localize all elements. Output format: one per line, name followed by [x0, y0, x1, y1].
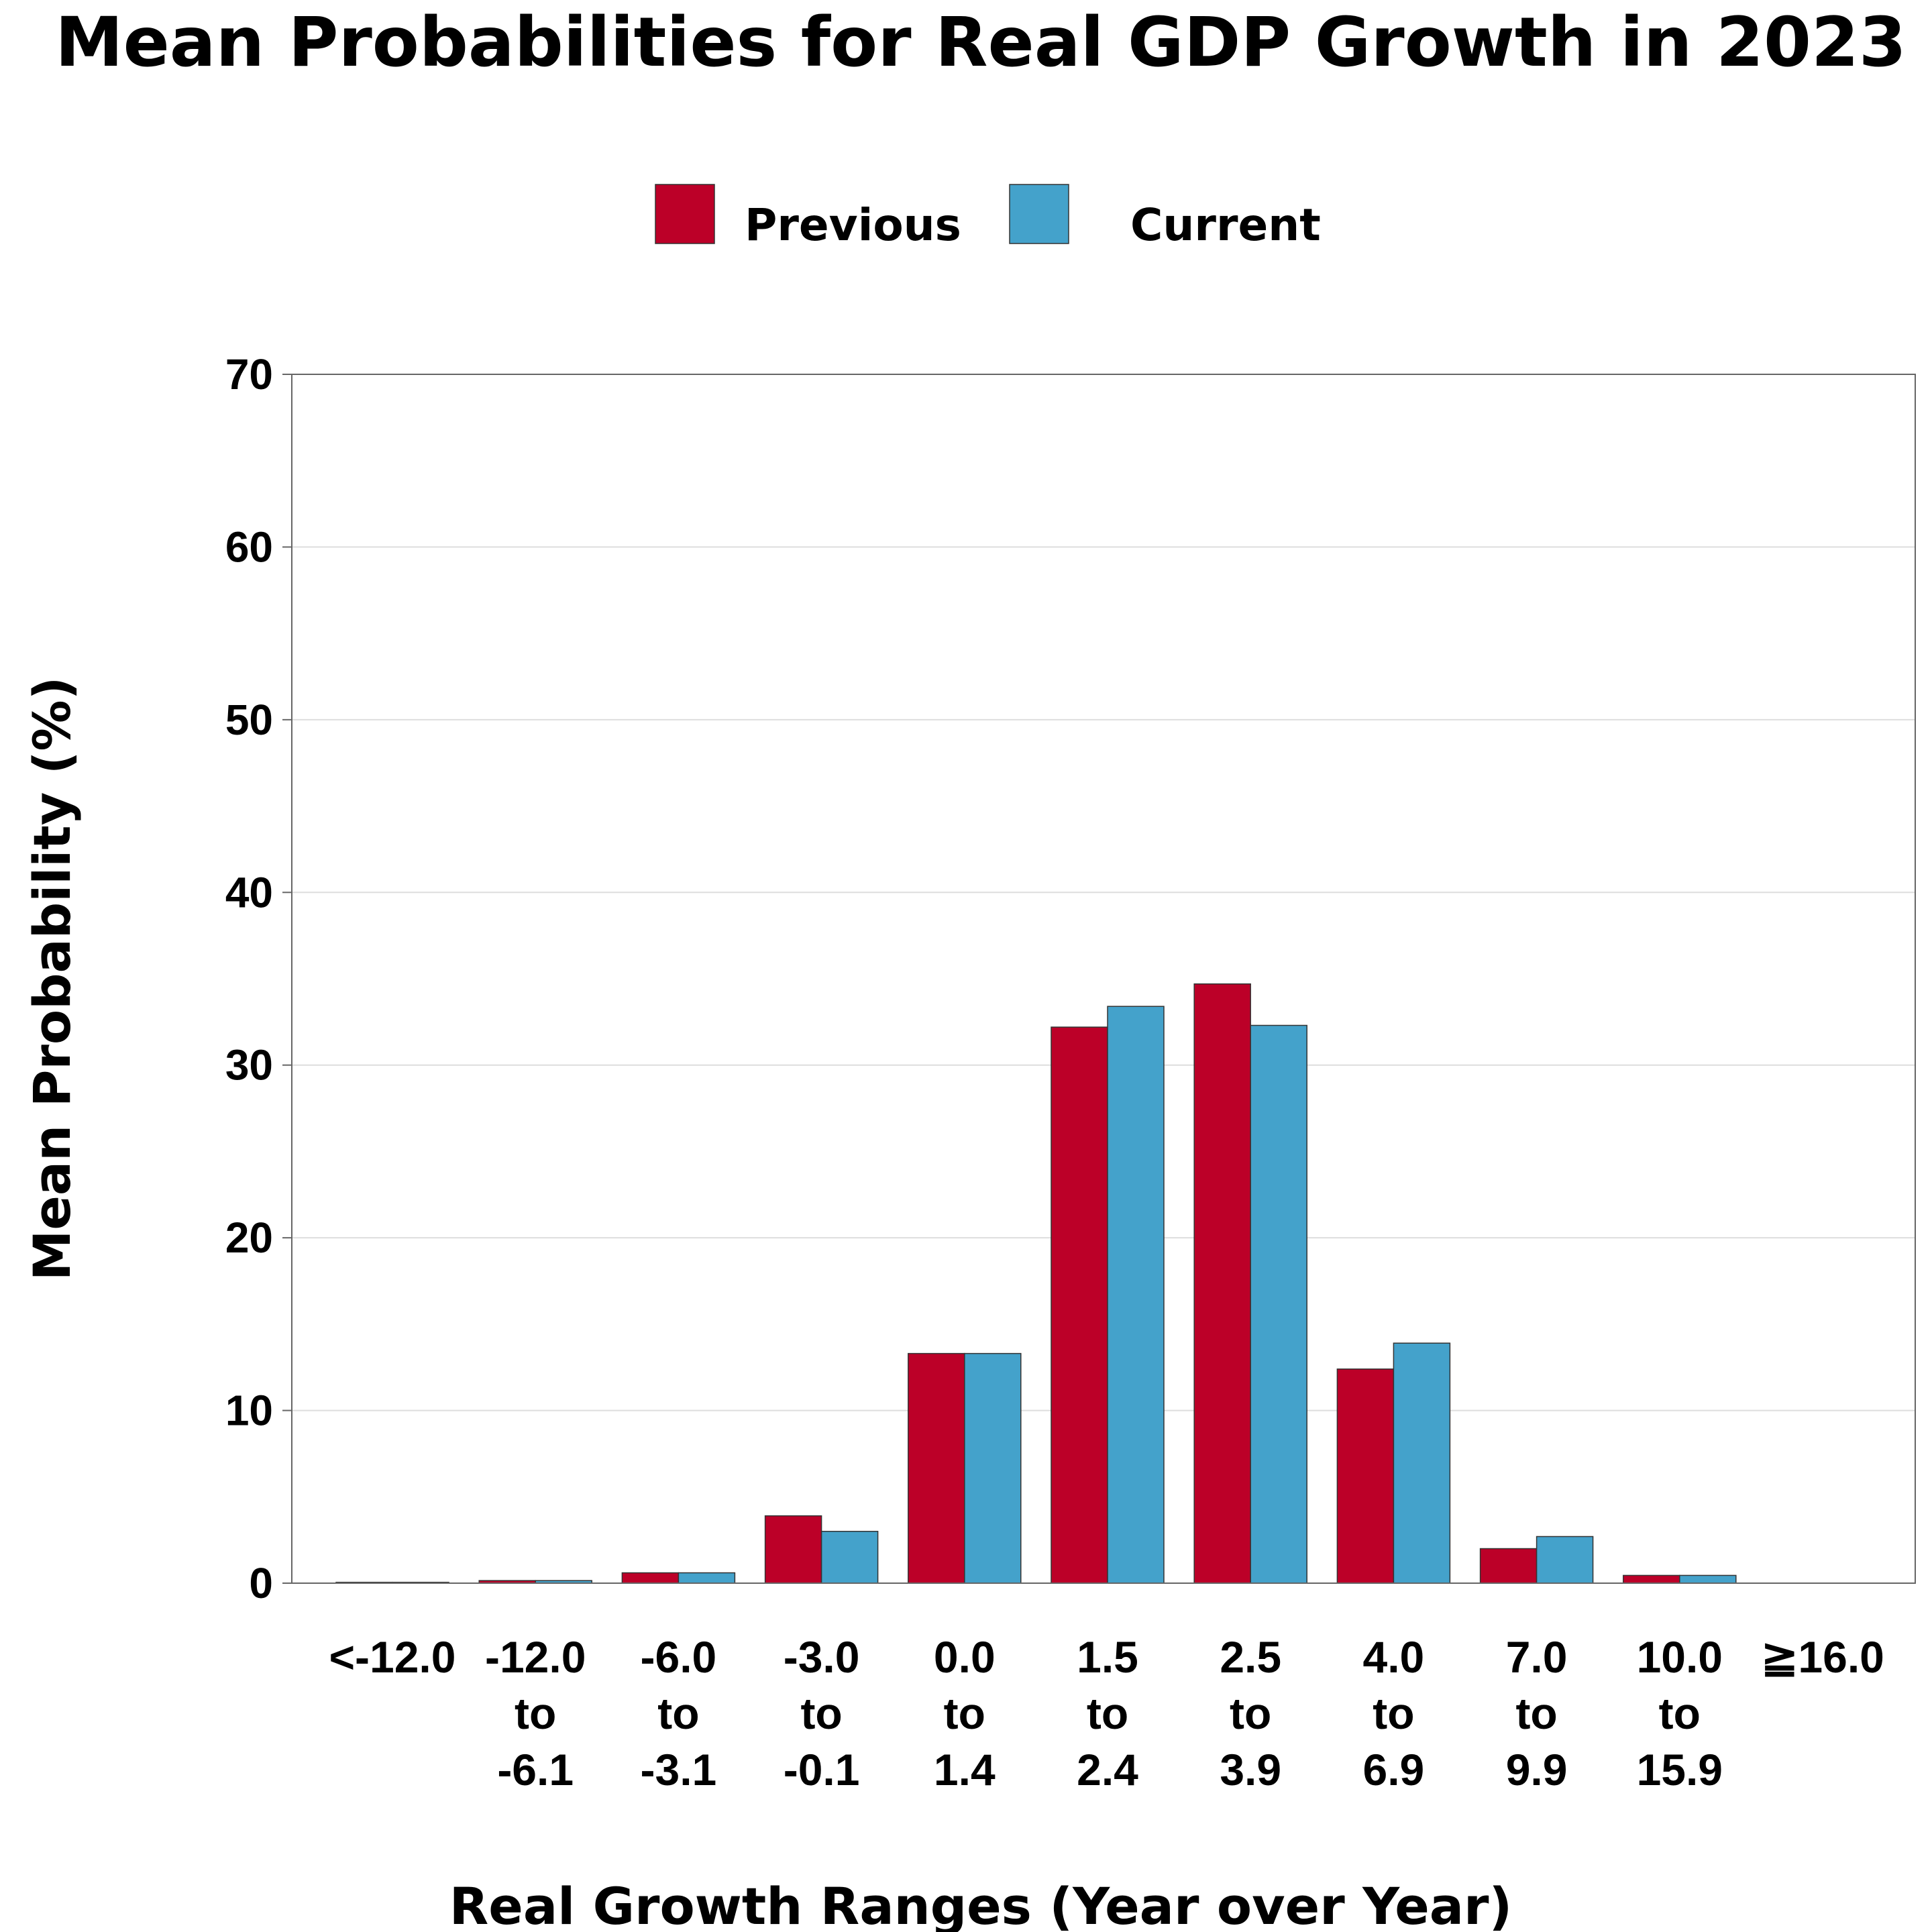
x-tick-label: 3.9	[1220, 1745, 1281, 1794]
x-tick-label: to	[1515, 1688, 1557, 1738]
bar-current	[1679, 1574, 1737, 1584]
x-tick-label: to	[800, 1688, 842, 1738]
x-tick-label: to	[515, 1688, 556, 1738]
y-tick-label: 60	[225, 523, 273, 571]
y-tick-label: 10	[225, 1387, 273, 1435]
x-tick-label: <-12.0	[329, 1632, 456, 1682]
legend-label-current: Current	[1130, 199, 1321, 251]
x-tick-label: -3.0	[784, 1632, 860, 1682]
x-tick-label: to	[1659, 1688, 1701, 1738]
y-tick-label: 50	[225, 696, 273, 744]
legend-label-previous: Previous	[745, 199, 961, 251]
bar-previous	[1479, 1548, 1538, 1584]
x-axis: <-12.0 -12.0 to -6.1 -6.0 to -3.1 -3.0 to -0.1 0.0…	[329, 1632, 1884, 1794]
x-tick-label: to	[657, 1688, 699, 1738]
x-tick-label: 4.0	[1363, 1632, 1425, 1682]
bar-previous	[1336, 1368, 1395, 1584]
y-axis: 0 10 20 30 40 50 60 70	[225, 350, 292, 1607]
x-tick-label: to	[1230, 1688, 1271, 1738]
x-axis-title: Real Growth Ranges (Year over Year)	[449, 1876, 1513, 1932]
y-tick-label: 20	[225, 1214, 273, 1262]
x-tick-label: -0.1	[784, 1745, 860, 1794]
chart-title: Mean Probabilities for Real GDP Growth i…	[55, 3, 1907, 83]
x-tick-label: to	[1373, 1688, 1414, 1738]
bar-current	[1107, 1006, 1165, 1584]
x-tick-label: 9.9	[1506, 1745, 1568, 1794]
x-tick-label: 1.5	[1077, 1632, 1138, 1682]
x-tick-label: 15.9	[1637, 1745, 1723, 1794]
bar-current	[820, 1531, 879, 1584]
y-tick-label: 40	[225, 868, 273, 916]
bars	[335, 983, 1737, 1584]
bar-previous	[764, 1515, 822, 1584]
x-tick-label: -3.1	[641, 1745, 717, 1794]
y-tick-label: 30	[225, 1041, 273, 1089]
x-tick-label: to	[1087, 1688, 1128, 1738]
bar-current	[678, 1572, 736, 1584]
x-tick-label: ≧16.0	[1761, 1632, 1884, 1682]
x-tick-label: 6.9	[1363, 1745, 1425, 1794]
y-tick-label: 70	[225, 350, 273, 398]
x-tick-label: 2.4	[1077, 1745, 1138, 1794]
bar-current	[964, 1352, 1022, 1584]
bar-current	[1393, 1342, 1451, 1584]
x-tick-label: 0.0	[934, 1632, 996, 1682]
x-tick-label: 7.0	[1506, 1632, 1568, 1682]
plot-frame	[291, 374, 1916, 1584]
x-tick-label: to	[944, 1688, 985, 1738]
bar-previous	[1051, 1026, 1108, 1584]
legend-swatch-current	[1009, 184, 1069, 244]
y-axis-title: Mean Probability (%)	[22, 677, 82, 1281]
legend: Previous Current	[655, 184, 1321, 251]
x-tick-label: 10.0	[1637, 1632, 1723, 1682]
x-tick-label: -6.0	[641, 1632, 717, 1682]
bar-previous	[621, 1572, 680, 1584]
x-tick-label: 1.4	[934, 1745, 996, 1794]
x-tick-label: -6.1	[497, 1745, 574, 1794]
bar-current	[1536, 1536, 1594, 1584]
x-tick-label: -12.0	[485, 1632, 586, 1682]
y-tick-label: 0	[249, 1559, 273, 1607]
bar-previous	[908, 1352, 965, 1584]
bar-current	[1250, 1024, 1307, 1584]
legend-swatch-previous	[655, 184, 715, 244]
bar-previous	[1623, 1574, 1680, 1584]
x-tick-label: 2.5	[1220, 1632, 1281, 1682]
bar-previous	[1193, 983, 1251, 1584]
